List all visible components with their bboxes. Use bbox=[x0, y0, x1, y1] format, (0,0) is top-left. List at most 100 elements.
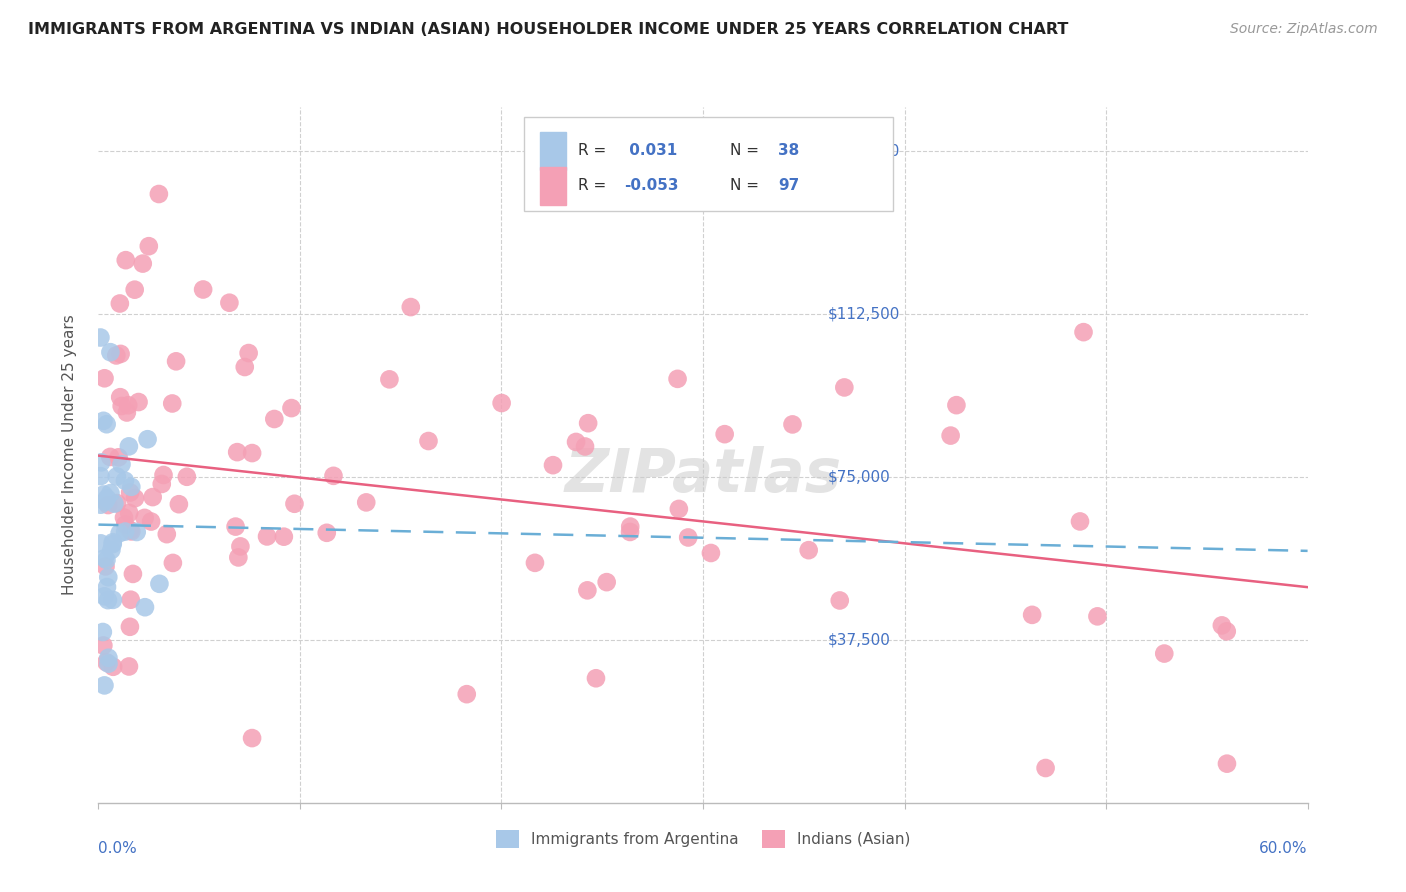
Point bbox=[280, 401, 302, 415]
Point bbox=[315, 525, 337, 540]
Point bbox=[97, 650, 120, 665]
Point bbox=[595, 575, 617, 590]
Point bbox=[96, 491, 118, 506]
Point bbox=[122, 566, 145, 581]
Point bbox=[124, 283, 146, 297]
Point bbox=[191, 283, 214, 297]
Point bbox=[101, 535, 124, 549]
Point bbox=[229, 540, 252, 554]
Point bbox=[233, 359, 256, 374]
Point bbox=[94, 494, 117, 508]
Text: 97: 97 bbox=[778, 178, 799, 194]
Text: ZIPatlas: ZIPatlas bbox=[564, 446, 842, 505]
Point bbox=[354, 495, 377, 509]
Point bbox=[782, 417, 804, 432]
Point bbox=[114, 474, 136, 488]
Text: IMMIGRANTS FROM ARGENTINA VS INDIAN (ASIAN) HOUSEHOLDER INCOME UNDER 25 YEARS CO: IMMIGRANTS FROM ARGENTINA VS INDIAN (ASI… bbox=[28, 22, 1069, 37]
Point bbox=[700, 546, 723, 560]
Text: N =: N = bbox=[730, 178, 763, 194]
Point bbox=[322, 468, 344, 483]
Point bbox=[1073, 325, 1095, 339]
Point bbox=[97, 570, 120, 584]
Point bbox=[263, 412, 285, 426]
Point bbox=[1216, 756, 1239, 771]
Text: $37,500: $37,500 bbox=[828, 632, 890, 648]
Point bbox=[108, 526, 131, 541]
Point bbox=[93, 639, 115, 653]
Point bbox=[101, 593, 124, 607]
Point bbox=[112, 510, 135, 524]
Point bbox=[148, 576, 170, 591]
Text: -0.053: -0.053 bbox=[624, 178, 679, 194]
Point bbox=[1035, 761, 1057, 775]
Point bbox=[91, 625, 114, 640]
Point bbox=[162, 556, 184, 570]
Point bbox=[96, 417, 118, 432]
Bar bbox=[540, 132, 567, 170]
Y-axis label: Householder Income Under 25 years: Householder Income Under 25 years bbox=[62, 315, 77, 595]
Point bbox=[100, 345, 122, 359]
Point bbox=[1153, 647, 1175, 661]
Point bbox=[136, 432, 159, 446]
Point bbox=[228, 550, 250, 565]
Point bbox=[828, 593, 851, 607]
Point bbox=[89, 469, 111, 483]
Point bbox=[491, 396, 513, 410]
Text: $75,000: $75,000 bbox=[828, 469, 890, 484]
Point bbox=[124, 491, 146, 506]
Point bbox=[565, 434, 588, 449]
Point bbox=[523, 556, 546, 570]
Point bbox=[97, 498, 120, 512]
Point bbox=[240, 446, 263, 460]
Point bbox=[96, 580, 118, 594]
Point bbox=[118, 439, 141, 453]
Point bbox=[118, 506, 141, 520]
Point bbox=[945, 398, 967, 412]
Point bbox=[1216, 624, 1239, 639]
Point bbox=[110, 457, 132, 471]
Point bbox=[162, 396, 184, 410]
Point bbox=[142, 490, 165, 504]
Point bbox=[98, 450, 121, 464]
Point bbox=[1069, 515, 1091, 529]
Point bbox=[120, 480, 142, 494]
Point bbox=[101, 660, 124, 674]
Point bbox=[94, 559, 117, 574]
Point bbox=[378, 372, 401, 386]
Point bbox=[114, 517, 136, 532]
Point bbox=[574, 440, 596, 454]
Point bbox=[93, 590, 115, 604]
Point bbox=[118, 620, 141, 634]
Point bbox=[939, 428, 962, 442]
Point bbox=[134, 511, 156, 525]
Text: 0.0%: 0.0% bbox=[98, 841, 138, 856]
Point bbox=[101, 537, 124, 551]
Point bbox=[134, 600, 156, 615]
Point bbox=[256, 529, 278, 543]
Point bbox=[167, 497, 190, 511]
Point bbox=[176, 470, 198, 484]
Point bbox=[218, 295, 240, 310]
Point bbox=[619, 519, 641, 533]
Point bbox=[108, 390, 131, 404]
Point bbox=[120, 592, 142, 607]
Text: R =: R = bbox=[578, 178, 612, 194]
Point bbox=[541, 458, 564, 472]
Point bbox=[576, 583, 599, 598]
Text: $112,500: $112,500 bbox=[828, 306, 900, 321]
Text: R =: R = bbox=[578, 144, 612, 159]
Point bbox=[120, 524, 142, 539]
Point bbox=[834, 380, 856, 394]
Point bbox=[585, 671, 607, 685]
Legend: Immigrants from Argentina, Indians (Asian): Immigrants from Argentina, Indians (Asia… bbox=[489, 823, 917, 855]
Point bbox=[118, 523, 141, 537]
Point bbox=[576, 416, 599, 430]
Text: 38: 38 bbox=[778, 144, 799, 159]
Point bbox=[93, 551, 115, 566]
Text: N =: N = bbox=[730, 144, 763, 159]
Point bbox=[114, 253, 136, 268]
Point bbox=[456, 687, 478, 701]
Point bbox=[90, 536, 112, 550]
Point bbox=[138, 239, 160, 253]
Point bbox=[110, 347, 132, 361]
